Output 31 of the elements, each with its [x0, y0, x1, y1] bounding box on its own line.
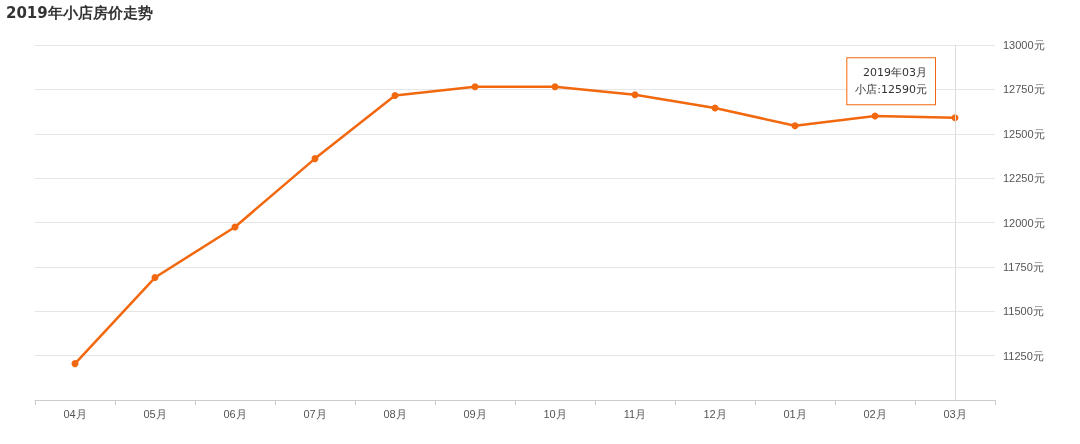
chart-title: 2019年小店房价走势	[6, 4, 153, 23]
point	[551, 83, 559, 91]
x-tick-label: 12月	[703, 407, 727, 420]
y-tick-label: 11500元	[1003, 305, 1044, 318]
x-tick-label: 06月	[223, 407, 247, 420]
x-tick-label: 09月	[463, 407, 487, 420]
x-tick-label: 05月	[143, 407, 167, 420]
x-tick-label: 01月	[783, 407, 807, 420]
point	[791, 122, 799, 130]
x-tick-label: 03月	[943, 407, 967, 420]
x-tick-label: 08月	[383, 407, 407, 420]
point	[631, 91, 639, 99]
y-tick-label: 12000元	[1003, 216, 1045, 229]
point	[471, 83, 479, 91]
point	[311, 155, 319, 163]
x-tick-label: 07月	[303, 407, 327, 420]
y-tick-label: 13000元	[1003, 39, 1045, 51]
x-tick-label: 02月	[863, 407, 887, 420]
y-tick-label: 12250元	[1003, 172, 1045, 185]
y-tick-label: 12500元	[1003, 127, 1045, 140]
point	[391, 92, 399, 100]
y-tick-label: 11750元	[1003, 260, 1044, 273]
x-tick-label: 11月	[623, 407, 647, 420]
y-tick-label: 12750元	[1003, 83, 1045, 96]
x-tick-label: 10月	[543, 407, 567, 420]
point	[151, 274, 159, 282]
y-tick-label: 11250元	[1003, 349, 1044, 362]
annotation: 小店:12590元	[855, 83, 927, 97]
annotation: 2019年03月	[863, 66, 927, 80]
point	[71, 360, 79, 368]
x-tick-label: 04月	[63, 407, 87, 420]
